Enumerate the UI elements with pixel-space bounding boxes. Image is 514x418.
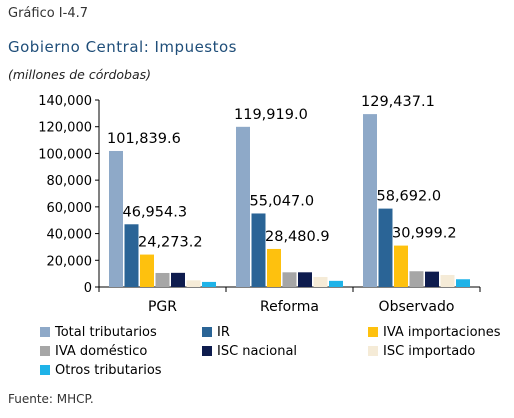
legend-swatch	[40, 346, 50, 356]
bar	[313, 276, 328, 287]
y-tick-label: 120,000	[38, 121, 92, 136]
legend-label: IR	[217, 325, 230, 340]
legend-swatch	[368, 327, 378, 337]
data-label: 55,047.0	[250, 193, 315, 209]
y-tick-label: 100,000	[38, 147, 92, 162]
bar	[363, 114, 377, 288]
y-tick-label: 40,000	[47, 228, 93, 243]
legend-swatch	[40, 327, 50, 337]
bar	[124, 224, 139, 287]
bar	[171, 272, 185, 287]
chart-title: Gobierno Central: Impuestos	[8, 38, 237, 56]
legend-label: Total tributarios	[55, 325, 157, 340]
y-tick-label: 140,000	[38, 94, 92, 109]
y-tick-label: 60,000	[47, 201, 93, 216]
y-tick-label: 0	[84, 281, 92, 296]
y-tick-label: 80,000	[47, 174, 93, 189]
x-category-label: Reforma	[260, 299, 319, 315]
legend-swatch	[40, 365, 50, 375]
bar	[298, 272, 312, 287]
chart-subtitle: (millones de córdobas)	[8, 67, 152, 82]
legend-label: IVA doméstico	[55, 344, 148, 359]
legend-item: ISC nacional	[202, 344, 297, 359]
legend-swatch	[202, 346, 212, 356]
y-tick-label: 20,000	[47, 254, 93, 269]
source-note: Fuente: MHCP.	[8, 392, 94, 406]
bar	[186, 280, 201, 287]
legend-item: IVA importaciones	[368, 325, 501, 340]
legend-label: ISC nacional	[217, 344, 298, 359]
legend-item: Total tributarios	[40, 325, 157, 340]
bar	[378, 208, 393, 287]
bar	[440, 274, 455, 287]
bar	[155, 272, 170, 287]
bar	[329, 280, 343, 287]
legend-label: ISC importado	[383, 344, 476, 359]
data-label: 58,692.0	[377, 189, 442, 205]
bar	[456, 279, 470, 287]
legend-item: Otros tributarios	[40, 363, 162, 378]
legend-label: IVA importaciones	[383, 325, 501, 340]
bar	[251, 213, 266, 287]
bar	[140, 254, 154, 287]
legend-swatch	[202, 327, 212, 337]
figure-label: Gráfico I-4.7	[8, 6, 89, 21]
bar	[109, 150, 123, 287]
data-label: 101,839.6	[107, 131, 181, 147]
x-category-label: PGR	[148, 299, 177, 315]
bar	[282, 272, 297, 287]
data-label: 30,999.2	[392, 226, 457, 242]
bar	[267, 248, 281, 287]
data-label: 129,437.1	[361, 94, 435, 110]
legend-swatch	[368, 346, 378, 356]
data-label: 46,954.3	[123, 204, 188, 220]
data-label: 28,480.9	[265, 229, 330, 245]
bar	[394, 245, 408, 287]
data-label: 24,273.2	[138, 235, 203, 251]
data-label: 119,919.0	[234, 107, 308, 123]
legend-item: IR	[202, 325, 230, 340]
bar	[202, 281, 216, 287]
bar	[425, 271, 439, 287]
bar	[409, 271, 424, 287]
legend-label: Otros tributarios	[55, 363, 162, 378]
x-category-label: Observado	[379, 299, 455, 315]
legend-item: ISC importado	[368, 344, 475, 359]
bar	[236, 126, 250, 287]
legend-item: IVA doméstico	[40, 344, 147, 359]
